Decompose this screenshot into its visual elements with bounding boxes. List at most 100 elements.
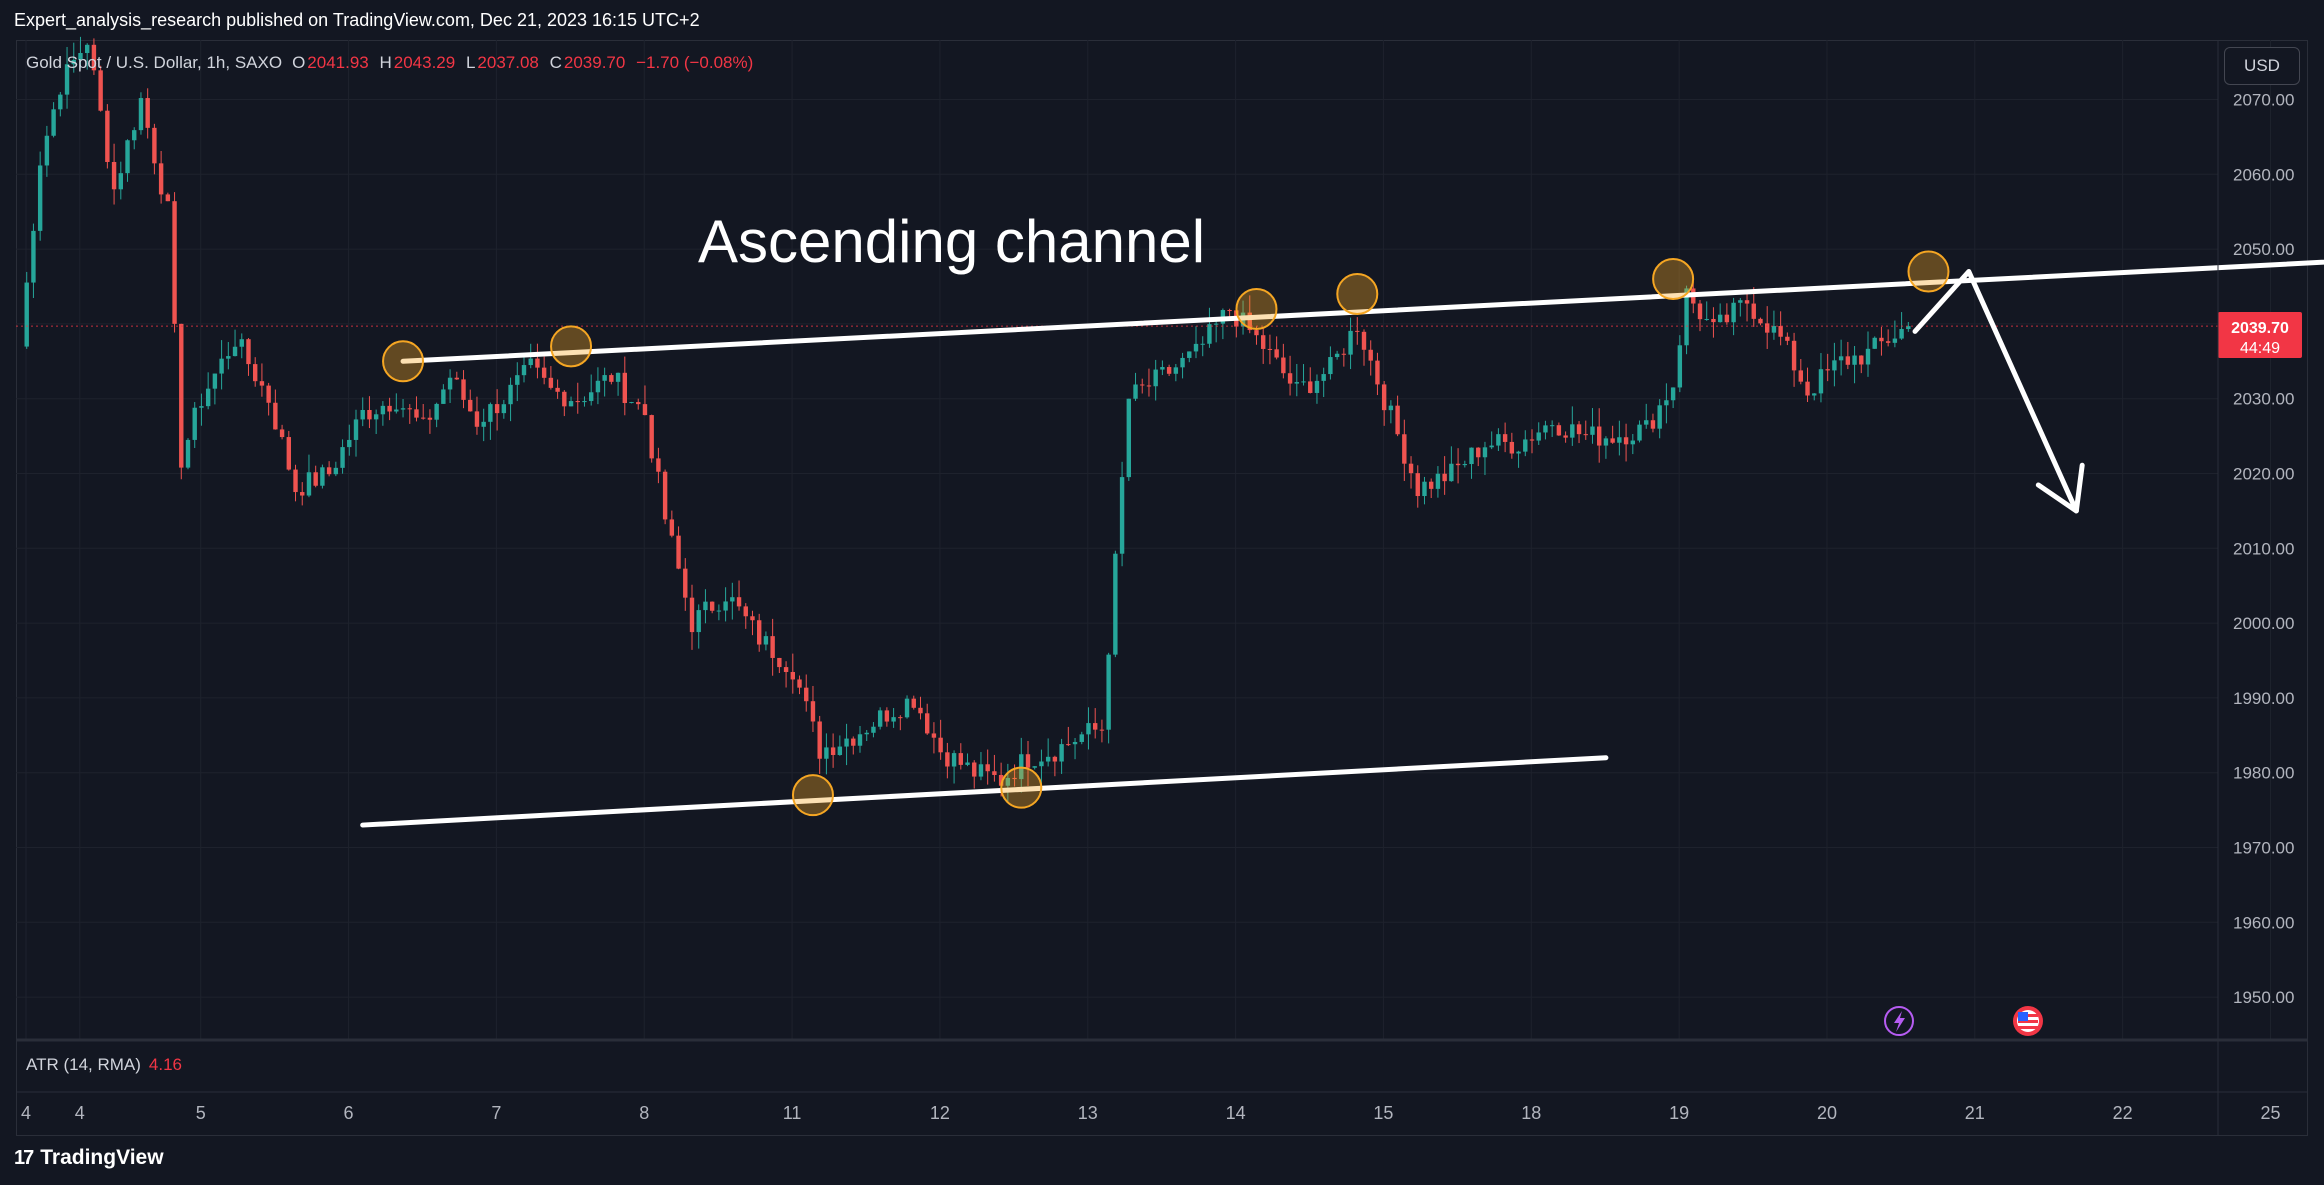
publisher-line: Expert_analysis_research published on Tr… (14, 10, 700, 30)
candle-body (998, 774, 1004, 786)
candle-body (1334, 353, 1340, 358)
candle-body (777, 657, 782, 668)
candle-body (1247, 312, 1252, 331)
candle-body (212, 373, 218, 389)
candle-body (286, 437, 291, 470)
candle-body (1213, 323, 1219, 325)
candle-body (1267, 348, 1273, 350)
candle-body (118, 173, 123, 190)
candle-body (1872, 337, 1877, 349)
candle-body (172, 201, 177, 324)
candle-body (326, 467, 332, 475)
candle-body (1798, 370, 1803, 382)
symbol-legend[interactable]: Gold Spot / U.S. Dollar, 1h, SAXO O 2041.9… (26, 53, 759, 73)
candle-body (400, 408, 406, 410)
touch-markers (382, 250, 1950, 817)
chart-frame[interactable] (16, 40, 2308, 1136)
candle-body (1207, 324, 1212, 344)
candle-body (1556, 425, 1562, 436)
symbol-name: Gold Spot / U.S. Dollar, 1h, SAXO (26, 53, 283, 72)
candle-body (1025, 754, 1031, 768)
price-tick-label: 2030.00 (2233, 390, 2294, 409)
close-label: C (549, 53, 562, 72)
candle-body (877, 710, 883, 727)
candle-body (320, 467, 325, 486)
candle-body (965, 762, 970, 765)
candle-body (824, 747, 829, 759)
candle-body (669, 519, 675, 536)
time-tick-label: 19 (1669, 1103, 1689, 1123)
candle-body (1274, 349, 1279, 358)
lightning-event-icon[interactable] (1884, 1006, 1914, 1036)
candle-body (474, 411, 480, 427)
candle-body (98, 70, 103, 111)
candle-body (1852, 355, 1857, 365)
change-value: −1.70 (−0.08%) (636, 53, 754, 72)
candle-body (293, 469, 298, 493)
candle-body (1072, 741, 1078, 745)
candle-body (945, 752, 950, 767)
candle-body (1758, 318, 1763, 324)
candle-body (488, 404, 493, 422)
candle-body (1711, 318, 1716, 323)
atr-indicator-legend[interactable]: ATR (14, RMA) 4.16 (26, 1055, 182, 1075)
candle-body (1321, 374, 1326, 381)
candle-body (958, 753, 963, 765)
candle-body (454, 377, 459, 380)
candle-body (1744, 300, 1750, 304)
candle-body (1590, 426, 1595, 435)
time-tick-label: 5 (196, 1103, 206, 1123)
candlestick-series (24, 36, 1911, 803)
candle-body (696, 610, 701, 633)
candle-body (1032, 766, 1037, 768)
candle-body (1113, 553, 1118, 655)
candle-body (857, 734, 863, 746)
candle-body (1435, 473, 1441, 489)
trendlines (360, 259, 2324, 828)
candle-body (891, 717, 896, 722)
candle-body (730, 597, 735, 602)
price-tick-label: 2050.00 (2233, 240, 2294, 259)
candle-body (1664, 400, 1669, 406)
price-tick-label: 2060.00 (2233, 165, 2294, 184)
candle-body (723, 601, 728, 611)
candle-body (830, 747, 836, 755)
touch-point-marker (1652, 258, 1695, 301)
candle-body (1623, 437, 1629, 445)
candle-body (938, 737, 943, 753)
candle-body (757, 620, 762, 645)
high-label: H (379, 53, 392, 72)
candle-body (1388, 405, 1394, 411)
candle-body (1314, 380, 1320, 393)
brand-name: TradingView (40, 1146, 164, 1169)
candle-body (1489, 445, 1494, 448)
touch-point-marker (1235, 287, 1278, 330)
candle-body (1287, 373, 1293, 384)
candle-body (1697, 303, 1703, 320)
candle-body (649, 415, 654, 459)
candle-body (1415, 473, 1420, 497)
candle-body (521, 365, 527, 376)
candle-body (508, 384, 513, 405)
touch-point-marker (1000, 766, 1043, 809)
time-tick-label: 8 (639, 1103, 649, 1123)
candle-body (239, 339, 244, 347)
candle-body (1146, 385, 1152, 387)
candle-body (1166, 367, 1172, 374)
candle-body (1341, 353, 1347, 355)
candle-body (1879, 337, 1884, 342)
currency-button[interactable]: USD (2224, 47, 2300, 85)
candle-body (1140, 384, 1145, 386)
candle-body (851, 738, 856, 746)
candle-body (219, 358, 224, 374)
candle-body (1576, 424, 1582, 435)
candle-body (111, 161, 117, 190)
candle-body (373, 414, 379, 420)
candle-body (232, 346, 238, 357)
candle-body (105, 110, 110, 162)
us-flag-event-icon[interactable] (2013, 1006, 2043, 1036)
tradingview-logo[interactable]: 17 TradingView (14, 1146, 164, 1170)
candle-body (1570, 424, 1575, 438)
candle-body (1086, 723, 1091, 735)
